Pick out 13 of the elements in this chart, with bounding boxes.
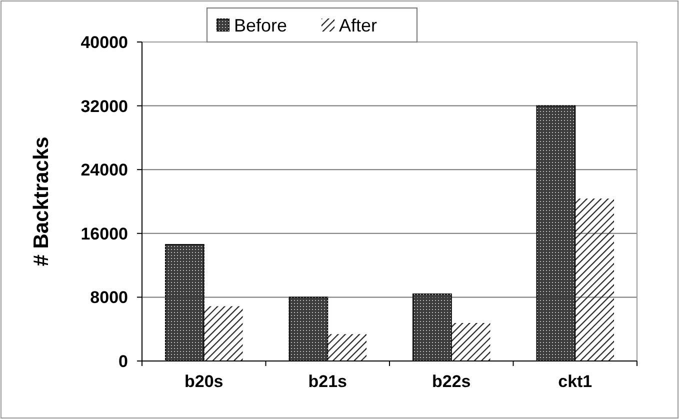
- y-tick-label: 40000: [80, 32, 128, 52]
- y-tick-label: 24000: [80, 160, 128, 180]
- y-tick-label: 0: [118, 352, 128, 371]
- x-tick-label: b22s: [432, 372, 471, 391]
- legend-label: After: [339, 15, 378, 36]
- legend-label: Before: [234, 15, 288, 36]
- x-tick-label: b20s: [184, 372, 224, 391]
- x-tick-label: b21s: [308, 372, 347, 391]
- y-tick-label: 16000: [80, 224, 128, 244]
- x-tick-label: ckt1: [558, 372, 592, 391]
- y-tick-label: 8000: [90, 288, 128, 308]
- y-tick-label: 32000: [80, 96, 128, 116]
- y-axis-title: # Backtracks: [30, 136, 53, 266]
